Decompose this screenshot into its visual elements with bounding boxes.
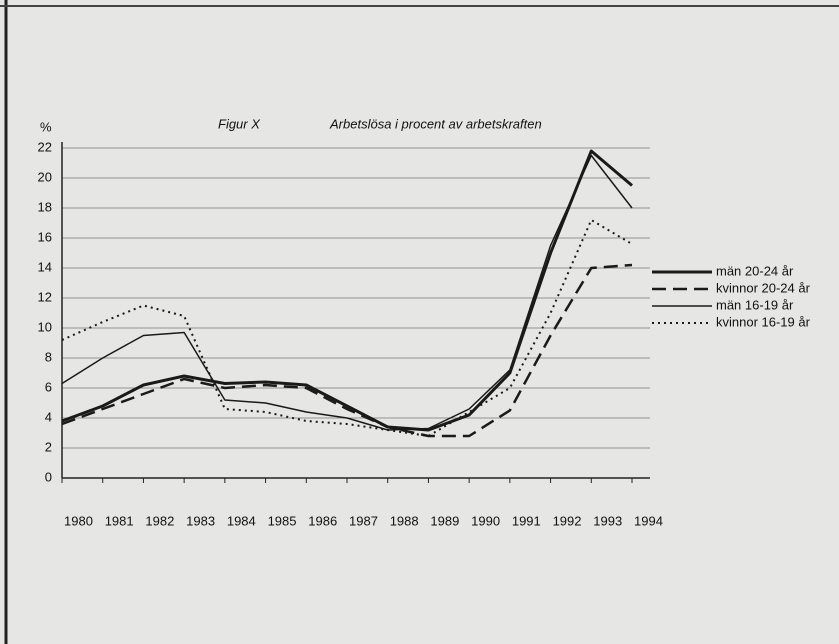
x-tick-label: 1983 bbox=[186, 513, 215, 528]
y-tick-label: 8 bbox=[45, 349, 52, 364]
y-tick-label: 4 bbox=[45, 409, 52, 424]
x-tick-label: 1988 bbox=[390, 513, 419, 528]
x-tick-label: 1982 bbox=[145, 513, 174, 528]
series-line bbox=[61, 219, 633, 437]
x-tick-label: 1994 bbox=[634, 513, 663, 528]
legend-label: kvinnor 16-19 år bbox=[716, 314, 811, 329]
legend-label: kvinnor 20-24 år bbox=[716, 280, 811, 295]
y-tick-label: 20 bbox=[38, 169, 52, 184]
chart-subtitle: Arbetslösa i procent av arbetskraften bbox=[329, 116, 542, 131]
y-axis-label: % bbox=[40, 119, 52, 134]
y-tick-label: 6 bbox=[45, 379, 52, 394]
y-tick-label: 16 bbox=[38, 229, 52, 244]
x-tick-label: 1987 bbox=[349, 513, 378, 528]
x-tick-label: 1993 bbox=[593, 513, 622, 528]
x-tick-label: 1992 bbox=[553, 513, 582, 528]
x-tick-label: 1990 bbox=[471, 513, 500, 528]
y-tick-label: 2 bbox=[45, 439, 52, 454]
y-tick-label: 12 bbox=[38, 289, 52, 304]
chart-title: Figur X bbox=[218, 116, 261, 131]
y-tick-label: 0 bbox=[45, 469, 52, 484]
y-tick-label: 10 bbox=[38, 319, 52, 334]
y-tick-label: 22 bbox=[38, 139, 52, 154]
x-tick-label: 1989 bbox=[430, 513, 459, 528]
x-tick-label: 1980 bbox=[64, 513, 93, 528]
series-line bbox=[61, 149, 633, 432]
x-tick-label: 1986 bbox=[308, 513, 337, 528]
series-line bbox=[61, 154, 633, 431]
legend-label: män 20-24 år bbox=[716, 263, 794, 278]
x-tick-label: 1991 bbox=[512, 513, 541, 528]
x-tick-label: 1985 bbox=[268, 513, 297, 528]
x-tick-label: 1981 bbox=[105, 513, 134, 528]
series-line bbox=[61, 263, 633, 438]
legend-label: män 16-19 år bbox=[716, 297, 794, 312]
y-tick-label: 14 bbox=[38, 259, 52, 274]
y-tick-label: 18 bbox=[38, 199, 52, 214]
x-tick-label: 1984 bbox=[227, 513, 256, 528]
